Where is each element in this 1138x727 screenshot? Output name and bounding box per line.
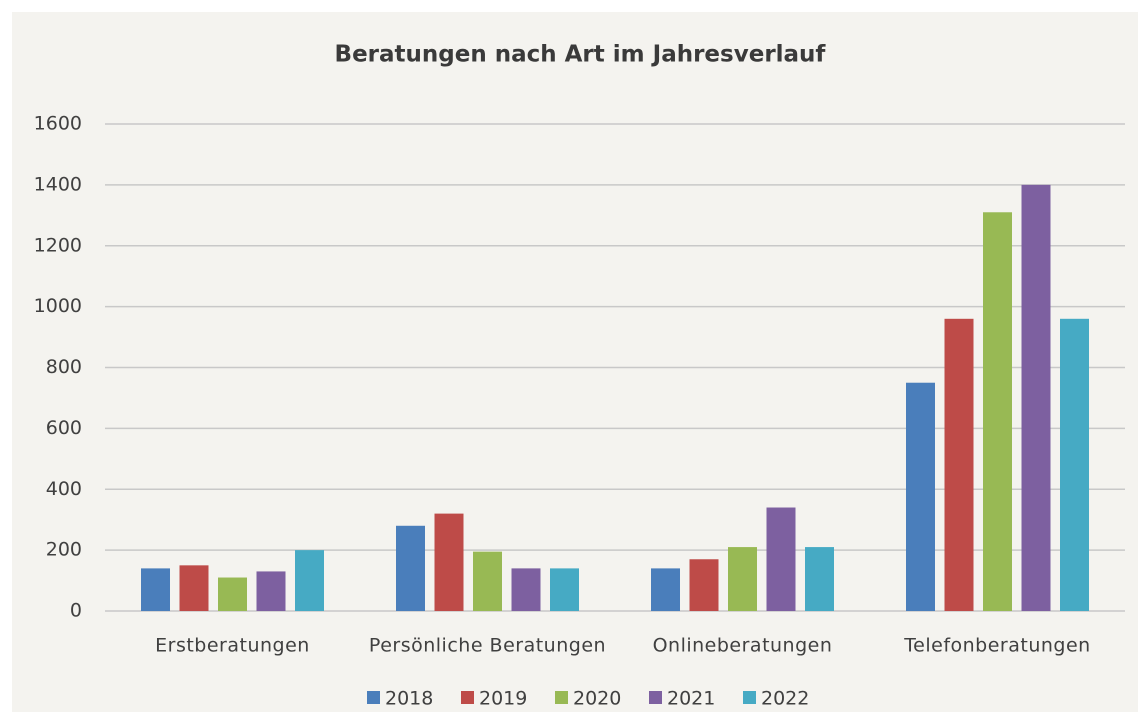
legend-label: 2020 — [573, 688, 621, 710]
x-tick-label: Telefonberatungen — [903, 635, 1090, 657]
legend-swatch — [461, 691, 474, 704]
bar — [256, 571, 286, 611]
bar — [906, 382, 935, 611]
y-tick-label: 1400 — [34, 173, 82, 195]
bar — [511, 568, 541, 611]
x-tick-label: Onlineberatungen — [653, 635, 833, 657]
bar — [218, 577, 247, 611]
bar — [179, 565, 209, 611]
legend-swatch — [367, 691, 380, 704]
bar — [983, 212, 1012, 612]
bar — [651, 568, 680, 611]
bar — [295, 550, 324, 611]
bar — [689, 559, 719, 611]
legend-label: 2018 — [385, 688, 433, 710]
bar — [473, 551, 502, 611]
legend-swatch — [743, 691, 756, 704]
bar — [728, 547, 757, 611]
bar — [766, 507, 796, 611]
x-tick-label: Persönliche Beratungen — [369, 635, 606, 657]
y-tick-label: 200 — [46, 539, 82, 561]
bar — [944, 318, 974, 611]
chart-title: Beratungen nach Art im Jahresverlauf — [335, 42, 827, 68]
bar — [805, 547, 834, 611]
y-tick-label: 800 — [46, 356, 82, 378]
bar — [1021, 184, 1051, 611]
legend-swatch — [649, 691, 662, 704]
y-tick-label: 1000 — [34, 295, 82, 317]
y-tick-label: 400 — [46, 478, 82, 500]
x-tick-label: Erstberatungen — [155, 635, 310, 657]
y-tick-label: 600 — [46, 417, 82, 439]
bar — [1060, 318, 1089, 611]
bar — [141, 568, 170, 611]
legend-label: 2019 — [479, 688, 527, 710]
legend-label: 2022 — [761, 688, 809, 710]
bar — [434, 513, 464, 611]
y-tick-label: 1200 — [34, 234, 82, 256]
legend-swatch — [555, 691, 568, 704]
legend-label: 2021 — [667, 688, 715, 710]
bar — [396, 525, 425, 611]
bar — [550, 568, 579, 611]
y-tick-label: 1600 — [34, 113, 82, 135]
y-tick-label: 0 — [70, 600, 82, 622]
